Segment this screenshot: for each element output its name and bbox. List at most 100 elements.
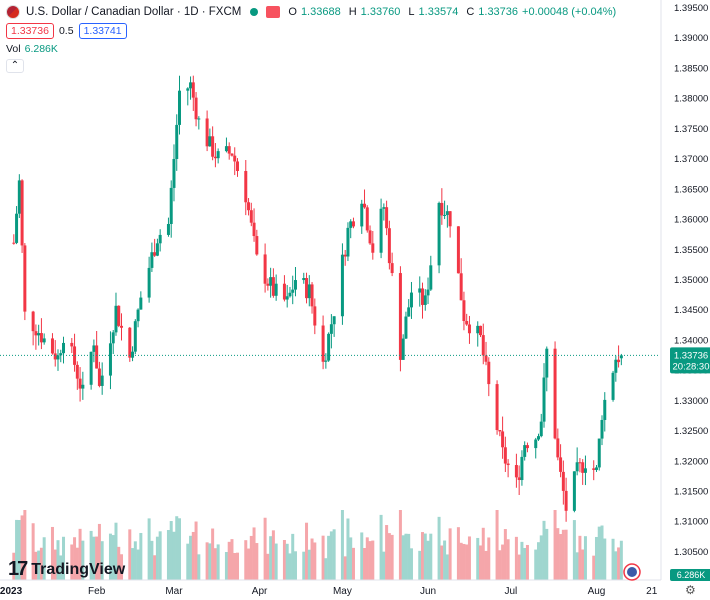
candle-body bbox=[467, 324, 471, 334]
candle-body bbox=[487, 361, 491, 385]
volume-bar bbox=[269, 536, 273, 580]
volume-bar bbox=[462, 543, 466, 580]
volume-bar bbox=[368, 541, 372, 580]
volume-bar bbox=[305, 522, 309, 580]
candle-body bbox=[371, 243, 375, 253]
volume-bar bbox=[175, 516, 179, 580]
candle-body bbox=[321, 325, 325, 362]
volume-bar bbox=[92, 536, 96, 580]
volume-bar bbox=[572, 520, 576, 580]
volume-bar bbox=[581, 549, 585, 580]
volume-bar bbox=[205, 542, 209, 580]
candle-body bbox=[235, 161, 239, 171]
volume-bar bbox=[288, 553, 292, 580]
candle-body bbox=[514, 465, 518, 478]
volume-bar bbox=[385, 525, 389, 580]
volume-bar bbox=[227, 541, 231, 580]
candle-body bbox=[78, 378, 82, 389]
volume-bar bbox=[481, 527, 485, 580]
candle-body bbox=[244, 170, 248, 203]
symbol-title[interactable]: U.S. Dollar / Canadian Dollar · 1D · FXC… bbox=[26, 6, 242, 18]
volume-bar bbox=[349, 537, 353, 580]
volume-bar bbox=[523, 547, 527, 580]
volume-bar bbox=[329, 531, 333, 580]
candle-body bbox=[23, 245, 27, 312]
volume-bar bbox=[20, 515, 24, 580]
volume-bar bbox=[285, 543, 289, 580]
candle-body bbox=[382, 207, 386, 209]
volume-bar bbox=[536, 542, 540, 580]
volume-bar bbox=[42, 537, 46, 580]
candle-body bbox=[517, 477, 521, 481]
volume-bar bbox=[514, 536, 518, 580]
volume-bar bbox=[89, 530, 93, 580]
volume-bar bbox=[421, 532, 425, 580]
candle-body bbox=[31, 311, 35, 332]
x-tick-label: 2023 bbox=[0, 586, 23, 597]
volume-bar bbox=[448, 528, 452, 580]
candle-body bbox=[365, 207, 369, 231]
volume-bar bbox=[409, 548, 413, 580]
volume-bar bbox=[340, 510, 344, 580]
volume-bar bbox=[332, 529, 336, 580]
y-tick-label: 1.38500 bbox=[674, 63, 708, 74]
candle-body bbox=[92, 345, 96, 352]
candle-body bbox=[462, 300, 466, 322]
candle-body bbox=[95, 345, 99, 369]
volume-bar bbox=[443, 540, 447, 580]
candle-body bbox=[172, 158, 176, 188]
candle-body bbox=[503, 447, 507, 464]
low-label: L bbox=[408, 6, 415, 18]
candle-body bbox=[313, 306, 317, 326]
candle-body bbox=[559, 457, 563, 472]
volume-bar bbox=[583, 536, 587, 580]
volume-bar bbox=[120, 554, 124, 580]
candle-body bbox=[191, 82, 195, 98]
volume-bar bbox=[15, 519, 19, 580]
volume-bar bbox=[534, 549, 538, 580]
candle-body bbox=[324, 360, 328, 362]
candle-body bbox=[351, 221, 355, 227]
candle-body bbox=[343, 254, 347, 257]
chevron-up-icon[interactable]: ⌃ bbox=[6, 59, 24, 73]
volume-bar bbox=[17, 520, 21, 580]
gear-icon[interactable]: ⚙ bbox=[685, 583, 696, 597]
volume-bar bbox=[131, 548, 135, 580]
symbol-legend: U.S. Dollar / Canadian Dollar · 1D · FXC… bbox=[6, 5, 616, 19]
candle-body bbox=[12, 242, 16, 244]
flag-symbol-icon[interactable] bbox=[266, 6, 281, 18]
volume-bar bbox=[186, 543, 190, 580]
tradingview-logo[interactable]: 17 TradingView bbox=[8, 558, 125, 581]
volume-bar bbox=[603, 538, 607, 580]
x-tick-label: Aug bbox=[588, 586, 606, 597]
volume-bar bbox=[597, 526, 601, 580]
y-tick-label: 1.31000 bbox=[674, 517, 708, 528]
volume-bar bbox=[53, 549, 57, 580]
spread-value: 0.5 bbox=[58, 25, 74, 37]
volume-bar bbox=[263, 517, 267, 580]
sell-button[interactable]: 1.33736 bbox=[6, 23, 54, 39]
candle-body bbox=[448, 211, 452, 227]
candle-body bbox=[305, 278, 309, 299]
volume-bar bbox=[249, 535, 253, 580]
volume-bar bbox=[62, 536, 66, 580]
volume-bar bbox=[255, 543, 259, 580]
candle-body bbox=[158, 234, 162, 244]
economic-event-icon[interactable] bbox=[623, 563, 641, 581]
volume-bar bbox=[520, 541, 524, 580]
candle-body bbox=[252, 222, 256, 237]
buy-button[interactable]: 1.33741 bbox=[78, 23, 127, 39]
candle-body bbox=[20, 180, 24, 246]
market-status-icon[interactable] bbox=[250, 8, 259, 16]
volume-bar bbox=[506, 539, 510, 580]
candle-body bbox=[216, 151, 220, 159]
candle-body bbox=[440, 202, 444, 216]
candle-body bbox=[594, 467, 598, 470]
volume-bar bbox=[75, 547, 79, 580]
candle-body bbox=[186, 88, 190, 91]
volume-bar bbox=[150, 540, 154, 580]
candle-body bbox=[617, 359, 621, 363]
candle-body bbox=[81, 384, 85, 389]
